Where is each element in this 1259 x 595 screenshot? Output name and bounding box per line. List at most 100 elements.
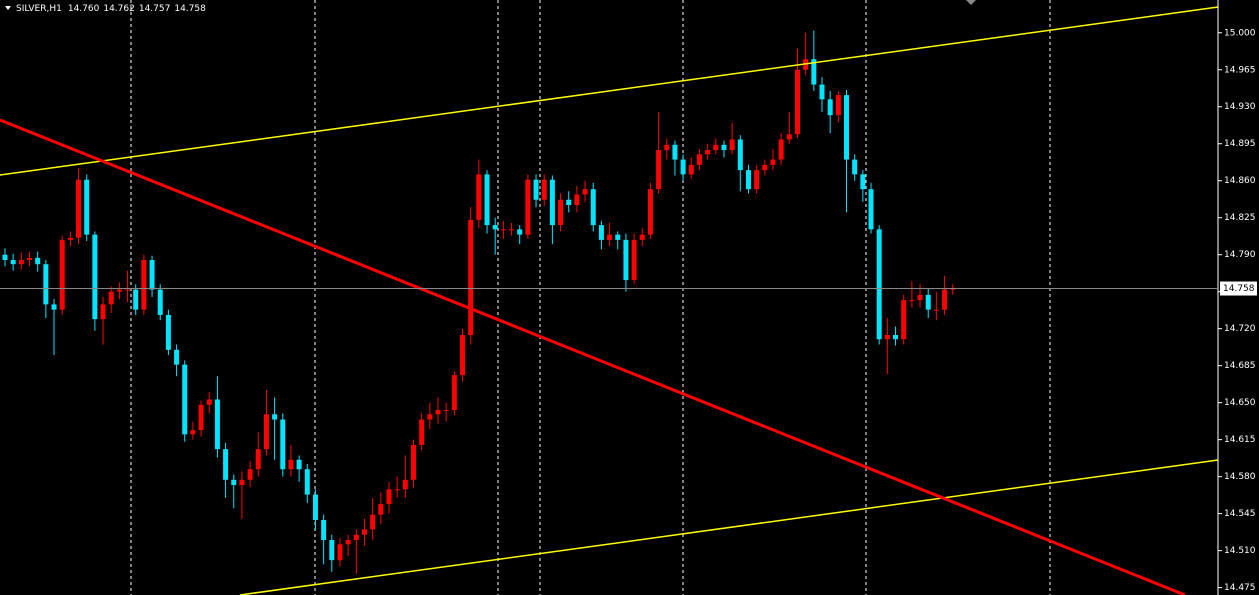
candle-body	[378, 504, 384, 515]
current-price-label: 14.758	[1223, 284, 1255, 294]
candle-body	[827, 99, 833, 116]
menu-arrow[interactable]	[5, 6, 11, 10]
y-tick-label: 14.895	[1224, 139, 1256, 149]
candle-body	[157, 289, 163, 315]
candle-body	[125, 289, 131, 291]
candle-body	[705, 150, 711, 155]
candle-body	[370, 514, 376, 530]
high: 14.762	[103, 4, 135, 14]
candle-body	[206, 399, 212, 405]
candle-body	[631, 239, 637, 281]
candle-body	[925, 294, 931, 310]
candle-body	[231, 479, 237, 486]
candle-body	[296, 459, 302, 470]
candle-body	[361, 529, 367, 535]
candle-body	[525, 179, 531, 235]
candle-body	[337, 544, 343, 561]
low: 14.757	[139, 4, 171, 14]
candle-body	[623, 239, 629, 281]
candle-body	[876, 229, 882, 340]
candle-body	[819, 84, 825, 100]
candle-body	[27, 257, 33, 260]
candle-body	[329, 540, 335, 561]
candle-body	[639, 234, 645, 240]
candle-body	[541, 179, 547, 200]
candle-body	[893, 335, 899, 340]
candle-body	[411, 444, 416, 480]
candle-body	[500, 229, 506, 231]
candle-body	[786, 134, 792, 140]
candle-body	[835, 95, 841, 116]
candle-body	[321, 519, 327, 541]
candle-body	[451, 375, 457, 411]
y-tick-label: 14.720	[1224, 324, 1256, 334]
symbol: SILVER,H1	[16, 4, 62, 14]
y-tick-label: 14.510	[1224, 546, 1256, 556]
candle-body	[255, 449, 261, 470]
candle-body	[116, 289, 122, 292]
candle-body	[92, 234, 98, 320]
candle-body	[386, 489, 392, 505]
candle-body	[51, 304, 57, 310]
candle-body	[18, 259, 24, 265]
y-tick-label: 14.475	[1224, 583, 1256, 593]
candle-body	[590, 189, 596, 226]
candle-body	[950, 288, 956, 290]
candle-body	[794, 69, 800, 135]
candle-body	[272, 414, 278, 420]
current-price-box	[1220, 281, 1257, 296]
candle-body	[664, 144, 670, 151]
candle-body	[574, 194, 580, 206]
y-tick-label: 14.650	[1224, 398, 1256, 408]
candle-body	[84, 179, 90, 235]
candle-body	[721, 144, 727, 151]
candle-body	[933, 309, 939, 311]
candle-body	[280, 419, 286, 470]
y-tick-label: 14.860	[1224, 176, 1256, 186]
candle-body	[696, 154, 702, 165]
candle-body	[2, 254, 8, 260]
candle-body	[304, 469, 310, 495]
candle-body	[770, 159, 776, 165]
candle-body	[67, 237, 73, 240]
candle-body	[745, 170, 751, 190]
candle-body	[141, 259, 147, 310]
candle-body	[59, 239, 65, 310]
candle-body	[182, 364, 188, 435]
y-tick-label: 14.790	[1224, 250, 1256, 260]
candle-body	[672, 144, 678, 160]
candle-body	[427, 414, 433, 420]
y-tick-label: 14.965	[1224, 65, 1256, 75]
y-tick-label: 14.930	[1224, 102, 1256, 112]
trend-line	[0, 118, 1186, 595]
candle-body	[247, 469, 253, 480]
candle-body	[190, 430, 196, 435]
candle-body	[762, 164, 768, 171]
candle-body	[214, 399, 220, 450]
candle-body	[133, 289, 139, 310]
candle-body	[312, 494, 318, 520]
candle-body	[884, 335, 890, 340]
candle-body	[43, 264, 49, 305]
candle-body	[688, 164, 694, 175]
candle-body	[615, 234, 621, 240]
candle-body	[263, 414, 269, 450]
candle-body	[35, 257, 41, 265]
candle-body	[460, 335, 466, 376]
candle-body	[345, 540, 351, 545]
candle-body	[108, 291, 114, 305]
candle-body	[517, 229, 523, 235]
candle-body	[353, 534, 359, 541]
candle-body	[419, 419, 425, 445]
candle-body	[754, 170, 760, 190]
candle-body	[737, 139, 743, 171]
candle-body	[10, 259, 16, 265]
y-tick-label: 14.615	[1224, 435, 1256, 445]
plot	[2, 30, 956, 574]
open: 14.760	[68, 4, 100, 14]
candle-body	[239, 479, 245, 486]
candle-body	[860, 174, 866, 190]
candle-body	[223, 449, 229, 480]
candle-body	[558, 199, 564, 226]
